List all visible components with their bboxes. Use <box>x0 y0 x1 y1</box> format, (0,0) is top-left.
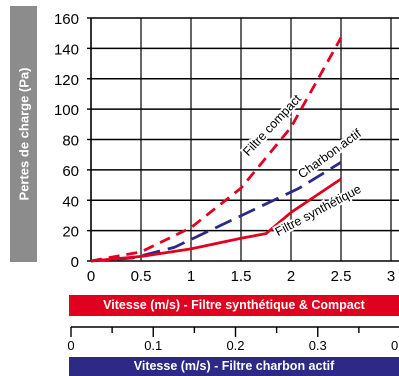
x-tick-label-secondary: 0 <box>67 338 74 353</box>
x-tick-label-primary: 1.5 <box>231 268 252 285</box>
y-tick-label: 140 <box>54 41 79 58</box>
secondary-axis-layer: 0 0.1 0.2 0.3 0.4 <box>67 326 399 353</box>
y-tick-label: 40 <box>62 193 79 210</box>
y-tick-label: 160 <box>54 11 79 28</box>
x-tick-label-secondary: 0.4 <box>391 338 399 353</box>
series-layer <box>90 37 343 263</box>
y-tick-label: 120 <box>54 72 79 89</box>
x-tick-label-secondary: 0.2 <box>226 338 244 353</box>
y-tick-label: 0 <box>71 254 79 271</box>
x-axis-primary-label: Vitesse (m/s) - Filtre synthétique & Com… <box>69 295 399 316</box>
x-axis-secondary-label: Vitesse (m/s) - Filtre charbon actif <box>69 357 399 376</box>
y-axis-label-box: Pertes de charge (Pa) <box>10 6 37 262</box>
x-tick-label-primary: 3 <box>387 268 395 285</box>
y-tick-label: 60 <box>62 163 79 180</box>
series-label: Charbon actif <box>295 126 364 181</box>
y-tick-label: 20 <box>62 224 79 241</box>
axis-layer: 0 20 40 60 80 100 120 140 160 0 0.5 1 1.5 2 2.5 3 <box>54 11 395 285</box>
x-tick-label-primary: 0.5 <box>131 268 152 285</box>
series-line-filtre-compact <box>90 37 343 263</box>
y-tick-label: 100 <box>54 102 79 119</box>
x-tick-label-primary: 2 <box>287 268 295 285</box>
grid-layer <box>91 17 399 262</box>
x-tick-label-primary: 0 <box>87 268 95 285</box>
x-tick-label-secondary: 0.1 <box>144 338 162 353</box>
y-tick-label: 80 <box>62 133 79 150</box>
x-tick-label-primary: 2.5 <box>331 268 352 285</box>
x-tick-label-secondary: 0.3 <box>309 338 327 353</box>
x-tick-label-primary: 1 <box>187 268 195 285</box>
series-line-filtre-synth-tique <box>90 177 342 263</box>
